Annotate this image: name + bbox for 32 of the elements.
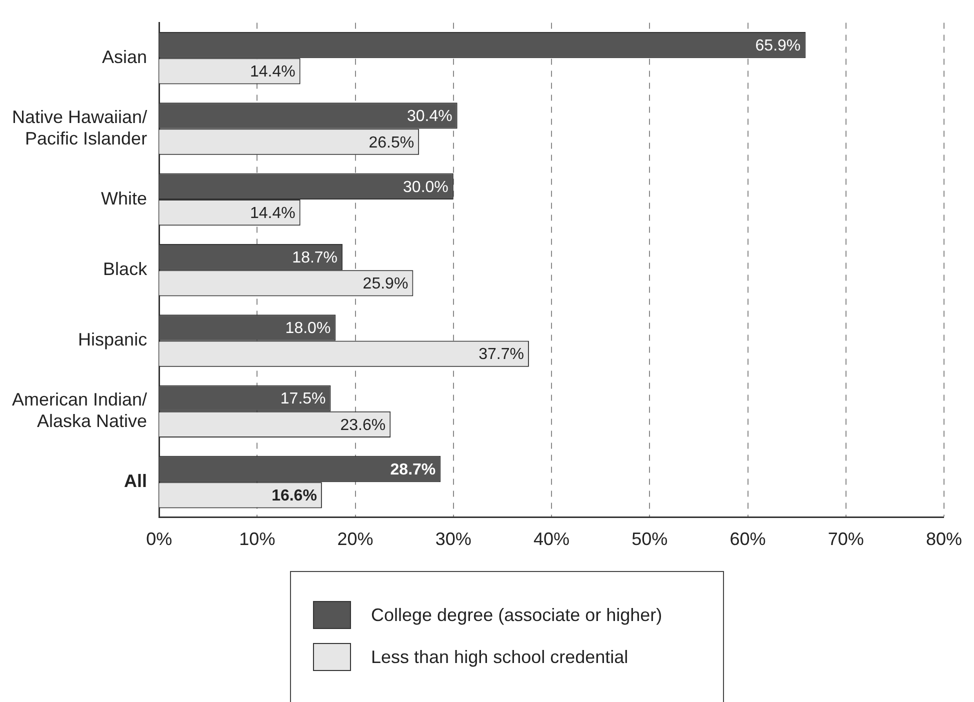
x-tick-label: 20% xyxy=(337,529,374,550)
data-label: 28.7% xyxy=(390,461,436,478)
data-label: 14.4% xyxy=(250,64,296,81)
data-label: 16.6% xyxy=(272,488,317,505)
data-label: 18.7% xyxy=(292,249,338,266)
y-tick-label: White xyxy=(101,188,148,208)
y-tick-label: American Indian/ Alaska Native xyxy=(12,390,148,432)
data-label: 30.4% xyxy=(406,108,452,126)
x-tick-label: 80% xyxy=(926,529,962,550)
data-label: 65.9% xyxy=(755,37,801,54)
y-tick-label: Black xyxy=(103,259,148,280)
data-label: 26.5% xyxy=(368,134,414,152)
data-label: 23.6% xyxy=(340,416,386,434)
y-tick-label: Hispanic xyxy=(78,330,148,350)
data-label: 17.5% xyxy=(280,390,326,408)
data-label: 37.7% xyxy=(478,346,524,364)
data-label: 25.9% xyxy=(362,276,408,293)
x-tick-label: 40% xyxy=(534,529,570,550)
legend-label: College degree (associate or higher) xyxy=(371,604,662,626)
x-tick-label: 0% xyxy=(146,529,172,550)
x-tick-label: 10% xyxy=(239,529,276,550)
x-tick-label: 60% xyxy=(730,529,766,550)
data-label: 18.0% xyxy=(285,320,331,338)
x-tick-label: 30% xyxy=(435,529,472,550)
x-tick-label: 50% xyxy=(632,529,668,550)
y-tick-label: Asian xyxy=(102,47,148,68)
legend-label: Less than high school credential xyxy=(371,646,628,668)
data-label: 30.0% xyxy=(403,178,448,196)
y-tick-label: All xyxy=(124,471,148,492)
y-tick-label: Native Hawaiian/ Pacific Islander xyxy=(12,106,148,149)
x-tick-label: 70% xyxy=(828,529,864,550)
data-label: 14.4% xyxy=(250,204,296,222)
